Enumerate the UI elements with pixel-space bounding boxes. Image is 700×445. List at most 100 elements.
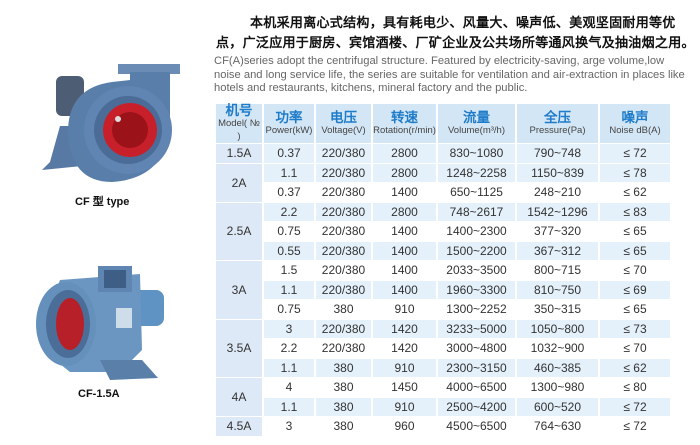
rotation-cell: 1400 xyxy=(373,241,436,260)
power-cell: 2.2 xyxy=(264,202,314,221)
power-cell: 1.1 xyxy=(264,280,314,299)
volume-cell: 4500~6500 xyxy=(446,419,507,434)
cf-1-5a-caption: CF-1.5A xyxy=(78,388,120,400)
cf-1-5a-fan-image xyxy=(36,266,164,380)
voltage-cell: 220/380 xyxy=(316,202,371,221)
table-row: 3.5A 3 220/380 1420 3233~5000 1050~800 ≤ 73 xyxy=(216,319,670,377)
spec-table-body: 1.5A 0.37 220/380 2800 830~1080 790~748 ≤ 72 2A… xyxy=(216,144,670,436)
noise-cell: ≤ 72 xyxy=(600,144,670,163)
table-row: 1.1 220/380 1400 1960~3300 810~750 ≤ 69 xyxy=(216,280,670,299)
voltage-cell: 220/380 xyxy=(316,163,371,182)
power-cell: 1.5 xyxy=(280,263,298,278)
voltage-cell: 220/380 xyxy=(316,319,371,338)
model-cell: 3A xyxy=(216,261,262,319)
rotation-cell: 1400 xyxy=(391,185,418,200)
noise-cell: ≤ 70 xyxy=(623,341,647,356)
intro-english: CF(A)series adopt the centrifugal struct… xyxy=(214,55,685,94)
pressure-cell: 350~315 xyxy=(533,302,582,317)
table-row: 2A 1.1 220/380 2800 1248~2258 1150~839 ≤ 78 xyxy=(216,163,670,202)
header-pressure: 全压 Pressure(Pa) xyxy=(517,104,598,143)
power-cell: 1.1 xyxy=(264,163,314,182)
volume-cell: 3233~5000 xyxy=(438,319,515,338)
voltage-cell: 380 xyxy=(333,302,354,317)
power-cell: 2.2 xyxy=(280,341,298,356)
pressure-cell: 367~312 xyxy=(517,241,598,260)
power-cell: 0.75 xyxy=(277,302,301,317)
volume-cell: 1960~3300 xyxy=(438,280,515,299)
voltage-cell: 380 xyxy=(333,380,354,395)
rotation-cell: 960 xyxy=(394,419,415,434)
rotation-cell: 1400 xyxy=(391,224,418,239)
volume-cell: 1400~2300 xyxy=(446,224,507,239)
power-cell: 3 xyxy=(264,319,314,338)
noise-cell: ≤ 70 xyxy=(623,263,647,278)
model-cell: 1.5A xyxy=(216,144,262,163)
intro-chinese: 本机采用离心式结构，具有耗电少、风量大、噪声低、美观坚固耐用等优点，广泛应用于厨… xyxy=(216,16,695,51)
noise-cell: ≤ 62 xyxy=(623,185,647,200)
voltage-cell: 380 xyxy=(316,397,371,416)
voltage-cell: 380 xyxy=(316,358,371,377)
pressure-cell: 1300~980 xyxy=(530,380,585,395)
pressure-cell: 1032~900 xyxy=(530,341,585,356)
volume-cell: 1248~2258 xyxy=(438,163,515,182)
noise-cell: ≤ 83 xyxy=(600,202,670,221)
rotation-cell: 1420 xyxy=(391,341,418,356)
voltage-cell: 220/380 xyxy=(316,241,371,260)
power-cell: 1.1 xyxy=(264,358,314,377)
header-model: 机号 Model( № ) xyxy=(216,104,262,143)
cf-type-fan-image xyxy=(42,64,180,182)
table-row: 4.5A 3 380 960 4500~6500 764~630 ≤ 72 xyxy=(216,417,670,436)
voltage-cell: 220/380 xyxy=(316,280,371,299)
pressure-cell: 810~750 xyxy=(517,280,598,299)
pressure-cell: 377~320 xyxy=(533,224,582,239)
model-cell: 4.5A xyxy=(216,417,262,436)
volume-cell: 3000~4800 xyxy=(446,341,507,356)
noise-cell: ≤ 78 xyxy=(600,163,670,182)
power-cell: 0.75 xyxy=(277,224,301,239)
noise-cell: ≤ 69 xyxy=(600,280,670,299)
pressure-cell: 600~520 xyxy=(517,397,598,416)
voltage-cell: 380 xyxy=(333,419,354,434)
model-cell: 3.5A xyxy=(216,319,262,377)
table-row: 3A 1.5 220/380 1400 2033~3500 800~715 ≤ 70 xyxy=(216,261,670,319)
rotation-cell: 1400 xyxy=(373,280,436,299)
voltage-cell: 220/380 xyxy=(321,341,366,356)
pressure-cell: 764~630 xyxy=(533,419,582,434)
power-cell: 3 xyxy=(285,419,293,434)
pressure-cell: 1050~800 xyxy=(517,319,598,338)
rotation-cell: 2800 xyxy=(373,163,436,182)
model-cell: 4A xyxy=(216,378,262,416)
table-row: 1.1 380 910 2300~3150 460~385 ≤ 62 xyxy=(216,358,670,377)
volume-cell: 830~1080 xyxy=(438,144,515,163)
volume-cell: 2500~4200 xyxy=(438,397,515,416)
noise-cell: ≤ 65 xyxy=(600,241,670,260)
power-cell: 4 xyxy=(285,380,293,395)
table-row: 4A 4 380 1450 4000~6500 1300~980 ≤ 80 xyxy=(216,378,670,416)
voltage-cell: 220/380 xyxy=(321,224,366,239)
noise-cell: ≤ 80 xyxy=(623,380,647,395)
voltage-cell: 220/380 xyxy=(321,263,366,278)
rotation-cell: 1400 xyxy=(391,263,418,278)
rotation-cell: 1450 xyxy=(391,380,418,395)
noise-cell: ≤ 65 xyxy=(623,224,647,239)
volume-cell: 1300~2252 xyxy=(446,302,507,317)
table-row: 0.55 220/380 1400 1500~2200 367~312 ≤ 65 xyxy=(216,241,670,260)
rotation-cell: 1420 xyxy=(373,319,436,338)
table-header-row: 机号 Model( № ) 功率 Power(kW) 电压 Voltage(V) 转速… xyxy=(216,104,670,143)
table-row: 1.5A 0.37 220/380 2800 830~1080 790~748 ≤ 72 xyxy=(216,144,670,163)
noise-cell: ≤ 72 xyxy=(600,397,670,416)
pressure-cell: 1542~1296 xyxy=(517,202,598,221)
power-cell: 0.55 xyxy=(264,241,314,260)
volume-cell: 748~2617 xyxy=(438,202,515,221)
volume-cell: 2300~3150 xyxy=(438,358,515,377)
header-power: 功率 Power(kW) xyxy=(264,104,314,143)
power-cell: 1.1 xyxy=(264,397,314,416)
header-noise: 噪声 Noise dB(A) xyxy=(600,104,670,143)
volume-cell: 4000~6500 xyxy=(446,380,507,395)
pressure-cell: 800~715 xyxy=(533,263,582,278)
cf-type-caption: CF 型 type xyxy=(75,196,130,208)
voltage-cell: 220/380 xyxy=(321,185,366,200)
spec-table: 机号 Model( № ) 功率 Power(kW) 电压 Voltage(V) 转速… xyxy=(214,103,672,437)
header-volume: 流量 Volume(m³/h) xyxy=(438,104,515,143)
voltage-cell: 220/380 xyxy=(316,144,371,163)
